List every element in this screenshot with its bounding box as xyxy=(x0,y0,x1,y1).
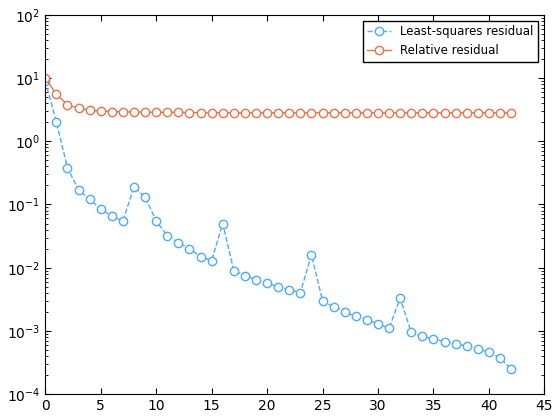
Least-squares residual xyxy=(342,310,348,315)
Relative residual xyxy=(286,110,293,115)
Relative residual xyxy=(75,106,82,111)
Least-squares residual xyxy=(186,246,193,251)
Relative residual xyxy=(352,110,359,115)
Least-squares residual xyxy=(486,350,492,355)
Relative residual xyxy=(363,110,370,115)
Relative residual xyxy=(164,110,171,115)
Relative residual xyxy=(86,108,93,113)
Least-squares residual xyxy=(452,341,459,346)
Least-squares residual xyxy=(220,221,226,226)
Relative residual xyxy=(109,109,115,114)
Line: Relative residual: Relative residual xyxy=(41,74,515,117)
Least-squares residual xyxy=(375,321,381,326)
Least-squares residual xyxy=(120,218,127,223)
Relative residual xyxy=(386,110,393,115)
Relative residual xyxy=(342,110,348,115)
Least-squares residual xyxy=(42,79,49,84)
Relative residual xyxy=(397,110,404,115)
Least-squares residual xyxy=(297,290,304,295)
Least-squares residual xyxy=(508,367,515,372)
Relative residual xyxy=(408,110,414,115)
Relative residual xyxy=(430,110,437,115)
Relative residual xyxy=(64,102,71,107)
Relative residual xyxy=(441,110,448,115)
Least-squares residual xyxy=(231,268,237,273)
Least-squares residual xyxy=(75,187,82,192)
Least-squares residual xyxy=(286,287,293,292)
Relative residual xyxy=(486,110,492,115)
Least-squares residual xyxy=(86,197,93,202)
Least-squares residual xyxy=(109,214,115,219)
Least-squares residual xyxy=(430,336,437,341)
Least-squares residual xyxy=(441,339,448,344)
Relative residual xyxy=(53,92,60,97)
Least-squares residual xyxy=(397,296,404,301)
Least-squares residual xyxy=(153,218,160,223)
Least-squares residual xyxy=(419,334,426,339)
Least-squares residual xyxy=(241,273,248,278)
Relative residual xyxy=(463,110,470,115)
Relative residual xyxy=(120,109,127,114)
Relative residual xyxy=(208,110,215,115)
Least-squares residual xyxy=(352,314,359,319)
Least-squares residual xyxy=(253,277,259,282)
Relative residual xyxy=(175,110,182,115)
Relative residual xyxy=(241,110,248,115)
Least-squares residual xyxy=(97,206,104,211)
Least-squares residual xyxy=(175,240,182,245)
Relative residual xyxy=(375,110,381,115)
Relative residual xyxy=(330,110,337,115)
Least-squares residual xyxy=(408,330,414,335)
Relative residual xyxy=(142,110,148,115)
Least-squares residual xyxy=(275,284,282,289)
Relative residual xyxy=(474,110,481,115)
Relative residual xyxy=(186,110,193,115)
Relative residual xyxy=(297,110,304,115)
Legend: Least-squares residual, Relative residual: Least-squares residual, Relative residua… xyxy=(362,21,538,62)
Least-squares residual xyxy=(130,184,137,189)
Least-squares residual xyxy=(308,252,315,257)
Relative residual xyxy=(231,110,237,115)
Least-squares residual xyxy=(208,258,215,263)
Least-squares residual xyxy=(474,346,481,352)
Relative residual xyxy=(419,110,426,115)
Relative residual xyxy=(264,110,270,115)
Least-squares residual xyxy=(264,281,270,286)
Relative residual xyxy=(42,76,49,81)
Relative residual xyxy=(220,110,226,115)
Least-squares residual xyxy=(363,317,370,322)
Least-squares residual xyxy=(386,326,393,331)
Least-squares residual xyxy=(164,233,171,238)
Least-squares residual xyxy=(319,298,326,303)
Relative residual xyxy=(275,110,282,115)
Least-squares residual xyxy=(64,165,71,171)
Least-squares residual xyxy=(497,355,503,360)
Least-squares residual xyxy=(463,344,470,349)
Relative residual xyxy=(452,110,459,115)
Least-squares residual xyxy=(53,120,60,125)
Relative residual xyxy=(197,110,204,115)
Least-squares residual xyxy=(142,195,148,200)
Relative residual xyxy=(497,110,503,115)
Relative residual xyxy=(319,110,326,115)
Least-squares residual xyxy=(197,254,204,259)
Relative residual xyxy=(508,110,515,115)
Line: Least-squares residual: Least-squares residual xyxy=(41,77,515,373)
Relative residual xyxy=(97,108,104,113)
Relative residual xyxy=(253,110,259,115)
Relative residual xyxy=(130,110,137,115)
Relative residual xyxy=(153,110,160,115)
Relative residual xyxy=(308,110,315,115)
Least-squares residual xyxy=(330,304,337,310)
